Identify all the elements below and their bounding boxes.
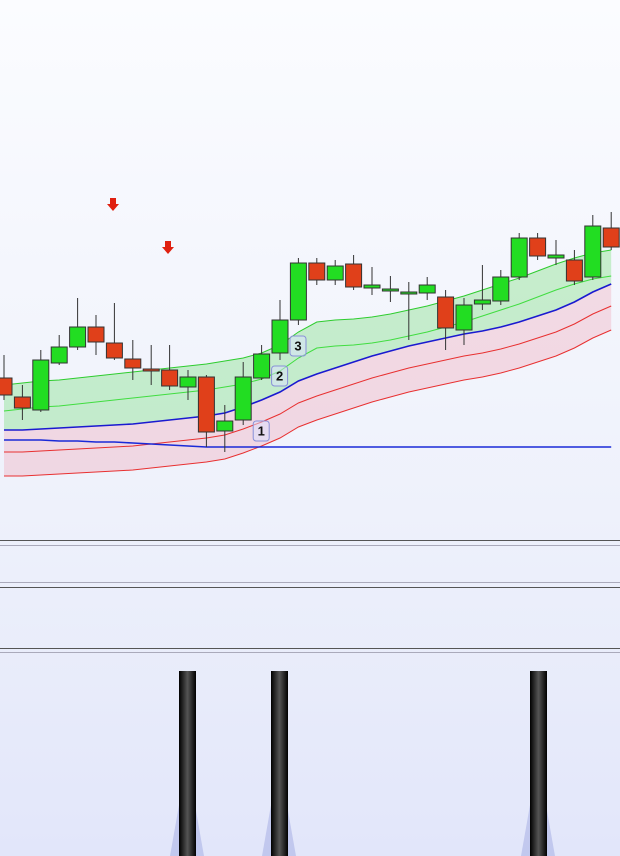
candle-body <box>216 420 234 432</box>
band-line <box>3 275 612 412</box>
candle-body <box>547 254 565 259</box>
candle-body <box>345 263 363 288</box>
band-fill <box>4 284 612 476</box>
band-line <box>4 283 612 431</box>
candle-body <box>32 359 50 411</box>
candle-body <box>437 296 455 329</box>
annotation-box <box>289 335 307 357</box>
candle-body <box>565 259 583 282</box>
candle-body <box>400 291 418 295</box>
annotation-label: 2 <box>276 368 283 383</box>
candle-body <box>418 284 436 294</box>
candle-body <box>473 299 491 305</box>
candle-body <box>197 376 215 433</box>
candle-body <box>253 353 271 379</box>
candle-body <box>529 237 547 257</box>
candle-body <box>234 376 252 421</box>
candle-body <box>492 276 510 302</box>
candle-body <box>363 284 381 289</box>
candle-body <box>105 342 123 359</box>
band-line <box>3 249 612 386</box>
annotation-box <box>271 365 289 387</box>
candle-body <box>161 369 179 387</box>
candle-body <box>455 304 473 331</box>
candle-body <box>326 265 344 281</box>
candle-body <box>308 262 326 281</box>
candle-body <box>124 358 142 369</box>
candle-body <box>69 326 87 348</box>
candle-body <box>0 377 13 396</box>
candle-body <box>271 319 289 354</box>
candle-body <box>510 237 528 278</box>
annotation-label: 1 <box>258 423 265 438</box>
candle-body <box>50 346 68 364</box>
annotation-box <box>252 420 270 442</box>
candle-body <box>584 225 602 278</box>
candle-body <box>289 262 307 321</box>
candle-body <box>142 368 160 372</box>
band-line <box>4 439 612 448</box>
plot: 1 23 <box>0 212 620 477</box>
candle-body <box>179 376 197 388</box>
candle-body <box>381 288 399 292</box>
signal-bars <box>170 671 555 856</box>
band-line <box>4 305 612 453</box>
candle-body <box>13 396 31 409</box>
band-fill <box>4 250 612 430</box>
panel-separators <box>0 540 620 653</box>
band-line <box>4 329 612 477</box>
candle-body <box>602 227 620 248</box>
signal-arrows <box>107 198 174 254</box>
candle-body <box>87 326 105 343</box>
annotation-label: 3 <box>294 338 301 353</box>
